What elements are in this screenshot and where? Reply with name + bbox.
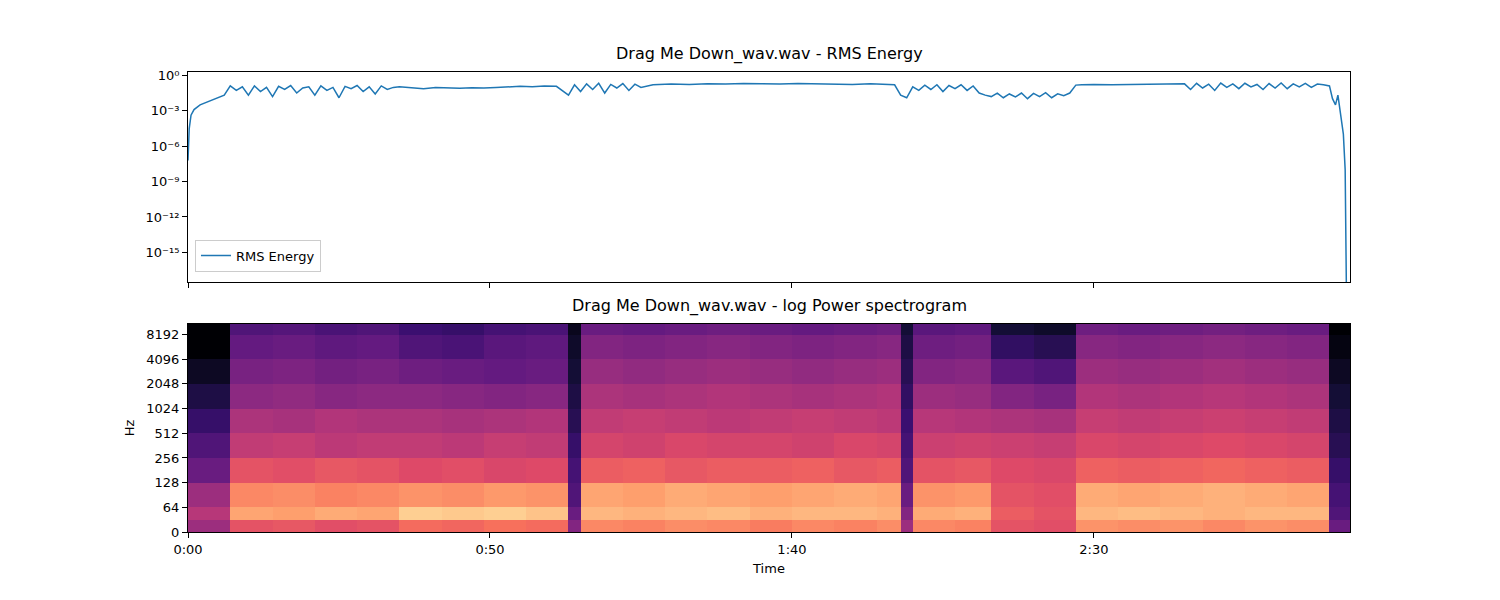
svg-text:Drag Me Down_wav.wav - log Pow: Drag Me Down_wav.wav - log Power spectro… xyxy=(572,296,967,316)
svg-text:4096: 4096 xyxy=(146,352,179,367)
svg-text:2:30: 2:30 xyxy=(1079,542,1108,557)
svg-text:256: 256 xyxy=(155,451,180,466)
svg-text:8192: 8192 xyxy=(146,327,179,342)
svg-text:10⁻⁹: 10⁻⁹ xyxy=(151,174,180,189)
svg-text:10⁻¹²: 10⁻¹² xyxy=(146,210,180,225)
svg-text:2048: 2048 xyxy=(146,376,179,391)
svg-text:10⁰: 10⁰ xyxy=(158,68,180,83)
svg-text:10⁻¹⁵: 10⁻¹⁵ xyxy=(146,245,180,260)
svg-text:RMS Energy: RMS Energy xyxy=(236,249,314,264)
svg-text:128: 128 xyxy=(155,475,180,490)
svg-text:0:50: 0:50 xyxy=(475,542,504,557)
svg-text:0: 0 xyxy=(171,525,179,540)
svg-text:10⁻⁶: 10⁻⁶ xyxy=(151,139,180,154)
svg-text:512: 512 xyxy=(155,426,180,441)
svg-text:1:40: 1:40 xyxy=(777,542,806,557)
svg-text:Hz: Hz xyxy=(122,420,137,437)
svg-text:Drag Me Down_wav.wav - RMS Ene: Drag Me Down_wav.wav - RMS Energy xyxy=(616,44,923,64)
svg-text:64: 64 xyxy=(163,500,180,515)
svg-text:Time: Time xyxy=(752,561,785,576)
svg-text:0:00: 0:00 xyxy=(173,542,202,557)
svg-text:10⁻³: 10⁻³ xyxy=(151,103,180,118)
svg-text:1024: 1024 xyxy=(146,401,179,416)
